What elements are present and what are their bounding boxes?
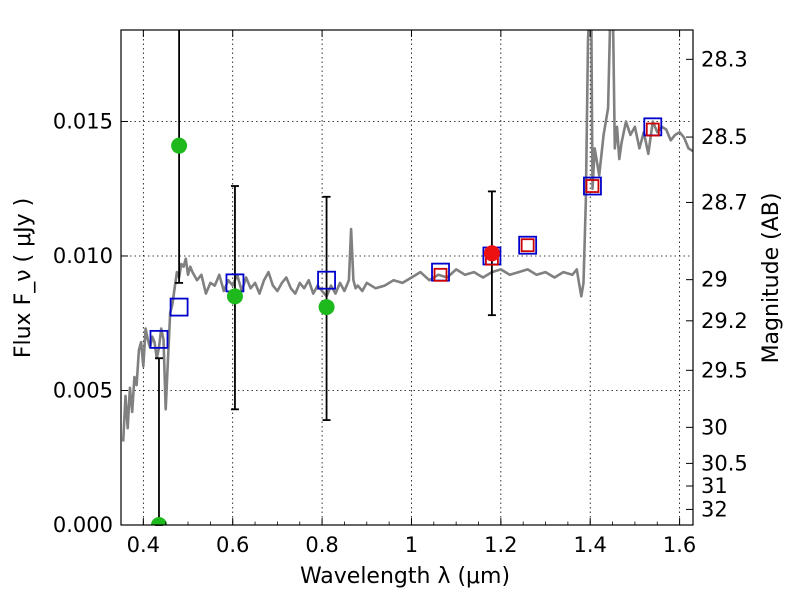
y2-tick-label: 28.7	[701, 190, 748, 214]
circle-marker	[483, 245, 500, 262]
x-tick-label: 0.6	[216, 533, 249, 557]
y2-tick-label: 28.5	[701, 125, 748, 149]
circle-marker	[318, 299, 335, 316]
x-tick-label: 1	[405, 533, 418, 557]
circle-marker	[171, 137, 188, 154]
y2-tick-label: 32	[701, 497, 728, 521]
y-tick-label: 0.010	[53, 244, 113, 268]
x-axis-label: Wavelength λ (μm)	[300, 564, 510, 589]
y2-tick-label: 29.5	[701, 358, 748, 382]
square-marker	[520, 238, 535, 253]
square-marker	[645, 122, 660, 137]
square-marker	[583, 176, 602, 196]
x-tick-label: 1.4	[574, 533, 607, 557]
square-marker	[317, 270, 336, 290]
y2-tick-label: 29	[701, 268, 728, 292]
y-tick-label: 0.000	[53, 513, 113, 537]
y2-tick-label: 31	[701, 474, 728, 498]
y-axis-label-text: Flux F_ν ( μJy )	[11, 198, 36, 358]
y-axis-label: Flux F_ν ( μJy )	[11, 198, 36, 358]
circle-marker	[226, 288, 243, 305]
y2-axis-label: Magnitude (AB)	[759, 193, 784, 364]
square-marker	[149, 329, 169, 349]
square-marker	[433, 267, 448, 282]
circle-marker	[150, 517, 167, 525]
square-marker	[518, 235, 538, 255]
y2-tick-label: 30.5	[701, 451, 748, 475]
y2-tick-label: 29.2	[701, 309, 748, 333]
ticks: 0.4 0.6 0.8 1 1.2 1.4 1.6 0.000 0.005 0.010 0.015 2…	[53, 30, 748, 557]
y-tick-label: 0.015	[53, 109, 113, 133]
y2-tick-label: 28.3	[701, 47, 748, 71]
plot-frame	[120, 29, 694, 526]
model-spectrum-layer	[121, 30, 693, 442]
x-tick-label: 1.6	[663, 533, 696, 557]
x-tick-label: 1.2	[484, 533, 517, 557]
y2-tick-label: 30	[701, 415, 728, 439]
model-spectrum-line	[121, 30, 693, 442]
y-tick-label: 0.005	[53, 378, 113, 402]
x-tick-label: 0.8	[305, 533, 338, 557]
square-marker	[169, 297, 189, 317]
markers	[149, 117, 663, 525]
x-tick-label: 0.4	[127, 533, 160, 557]
square-marker	[585, 179, 600, 193]
